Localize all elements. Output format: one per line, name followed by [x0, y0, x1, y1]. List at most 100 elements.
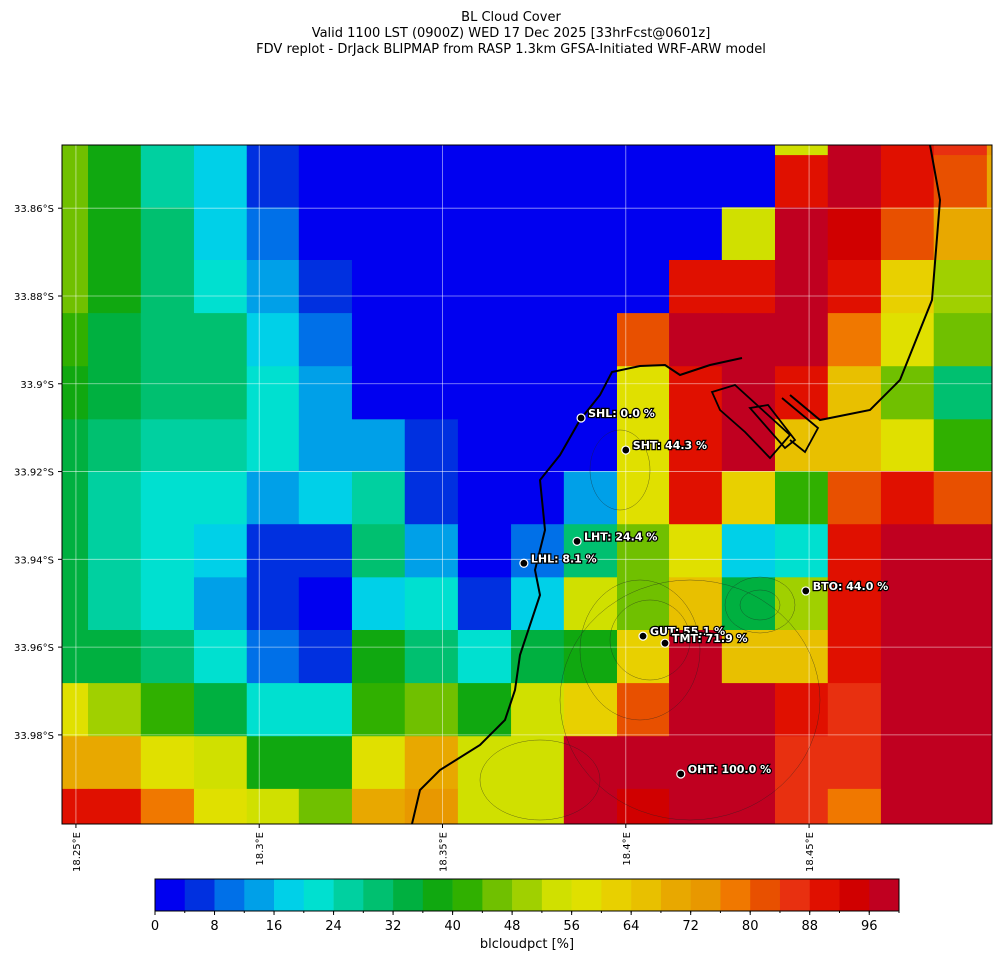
cloud-cell — [193, 366, 248, 420]
cloud-cell — [880, 259, 935, 314]
cloud-cell — [88, 145, 142, 156]
cloud-cell — [62, 736, 89, 790]
cloud-cell — [721, 259, 776, 314]
cloud-cell — [880, 145, 935, 156]
cloud-cell — [721, 630, 776, 684]
cloud-cell — [721, 207, 776, 261]
cloud-cell — [404, 683, 459, 737]
colorbar-tick-label: 8 — [210, 919, 218, 934]
cloud-cell — [933, 524, 988, 578]
cloud-cell — [880, 471, 935, 525]
cloud-cell — [404, 788, 459, 824]
cloud-cell — [457, 736, 512, 790]
cloud-cell — [721, 524, 776, 578]
cloud-cell — [140, 683, 195, 737]
x-tick-label: 18.3°E — [255, 832, 266, 866]
cloud-cell — [563, 419, 618, 472]
cloud-cell — [88, 155, 142, 208]
cloud-cell — [193, 207, 248, 261]
cloud-cell — [298, 471, 353, 525]
cloud-cell — [62, 366, 89, 420]
cloud-cell — [511, 524, 565, 578]
y-tick-label: 33.86°S — [14, 204, 54, 215]
cloud-cell — [880, 155, 935, 208]
cloud-cell — [88, 577, 142, 631]
cloud-cell — [563, 524, 618, 578]
cloud-cell — [827, 524, 882, 578]
cloud-cell — [298, 155, 353, 208]
cloud-cell — [246, 259, 300, 314]
colorbar-tick-label: 72 — [682, 919, 699, 934]
colorbar-tick-label: 24 — [325, 919, 342, 934]
cloud-cell — [246, 577, 300, 631]
cloud-cell — [669, 259, 723, 314]
cloud-cell — [774, 471, 829, 525]
colorbar-bin — [244, 879, 275, 911]
cloud-cell — [62, 313, 89, 367]
colorbar-bin — [274, 879, 305, 911]
title-line: Valid 1100 LST (0900Z) WED 17 Dec 2025 [… — [312, 26, 711, 41]
cloud-cell — [669, 207, 723, 261]
colorbar-tick-label: 88 — [801, 919, 818, 934]
cloud-cell — [986, 683, 992, 737]
cloud-cell — [669, 155, 723, 208]
cloud-cell — [986, 736, 992, 790]
colorbar-bin — [482, 879, 513, 911]
graticule — [62, 145, 992, 824]
cloud-cell — [616, 259, 670, 314]
cloud-cell — [880, 683, 935, 737]
cloud-cell — [880, 524, 935, 578]
y-tick-label: 33.96°S — [14, 643, 54, 654]
cloud-cell — [140, 736, 195, 790]
cloud-cell — [827, 259, 882, 314]
cloud-cell — [880, 207, 935, 261]
cloud-cell — [880, 313, 935, 367]
cloud-cell — [62, 471, 89, 525]
cloud-cell — [933, 577, 988, 631]
station-label: SHL: 0.0 % — [588, 407, 655, 420]
colorbar-bin — [512, 879, 543, 911]
contour — [609, 599, 691, 681]
cloud-cell — [140, 524, 195, 578]
cloud-cell — [563, 683, 618, 737]
cloud-cell — [774, 524, 829, 578]
colorbar-bin — [809, 879, 840, 911]
cloud-cell — [721, 313, 776, 367]
cloud-cell — [457, 145, 512, 156]
cloud-cell — [986, 524, 992, 578]
plot-frame — [61, 144, 993, 825]
colorbar-bin — [363, 879, 394, 911]
cloud-cell — [193, 524, 248, 578]
cloud-cell — [616, 683, 670, 737]
station-label: GUT: 55.1 % — [650, 625, 725, 638]
cloud-cell — [62, 207, 89, 261]
colorbar-bin — [690, 879, 721, 911]
cloud-cell — [986, 577, 992, 631]
cloud-cell — [986, 313, 992, 367]
cloud-cell — [351, 577, 406, 631]
cloud-cell — [669, 145, 723, 156]
cloud-cell — [404, 145, 459, 156]
cloud-cell — [88, 419, 142, 472]
cloud-cell — [721, 471, 776, 525]
cloud-cell — [404, 366, 459, 420]
cloud-cell — [193, 313, 248, 367]
station-label: TMT: 71.9 % — [672, 632, 748, 645]
colorbar-bin — [869, 879, 900, 911]
cell-layer — [62, 145, 992, 824]
cloud-cell — [140, 207, 195, 261]
cloud-cell — [774, 630, 829, 684]
cloud-cell — [351, 155, 406, 208]
cloud-cell — [827, 788, 882, 824]
cloud-cell — [298, 419, 353, 472]
cloud-cell — [933, 788, 988, 824]
cloud-cell — [880, 366, 935, 420]
cloud-cell — [88, 630, 142, 684]
cloud-cell — [880, 419, 935, 472]
cloud-cell — [669, 524, 723, 578]
station-marker — [572, 536, 582, 546]
cloud-cell — [933, 736, 988, 790]
cloud-cell — [827, 736, 882, 790]
cloud-cell — [246, 366, 300, 420]
